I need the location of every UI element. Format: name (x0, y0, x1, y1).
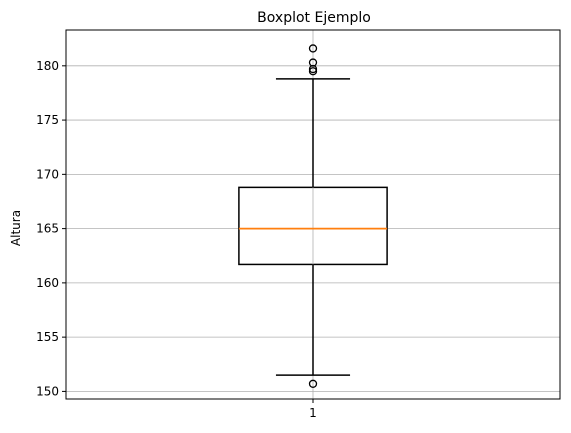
axes: 150 155 160 165 170 175 180 1 (36, 59, 317, 420)
y-axis-label: Altura (9, 210, 23, 246)
box-group (238, 44, 388, 388)
y-tick-label: 180 (36, 59, 59, 73)
outlier-point (308, 379, 318, 388)
outlier-point (308, 67, 318, 76)
y-tick-label: 175 (36, 113, 59, 127)
y-tick-label: 170 (36, 167, 59, 181)
x-tick-label: 1 (309, 406, 317, 420)
y-tick-label: 160 (36, 276, 59, 290)
chart-title: Boxplot Ejemplo (257, 10, 371, 26)
y-tick-label: 150 (36, 384, 59, 398)
y-tick-label: 155 (36, 330, 59, 344)
y-tick-label: 165 (36, 222, 59, 236)
outlier-point (308, 44, 318, 53)
